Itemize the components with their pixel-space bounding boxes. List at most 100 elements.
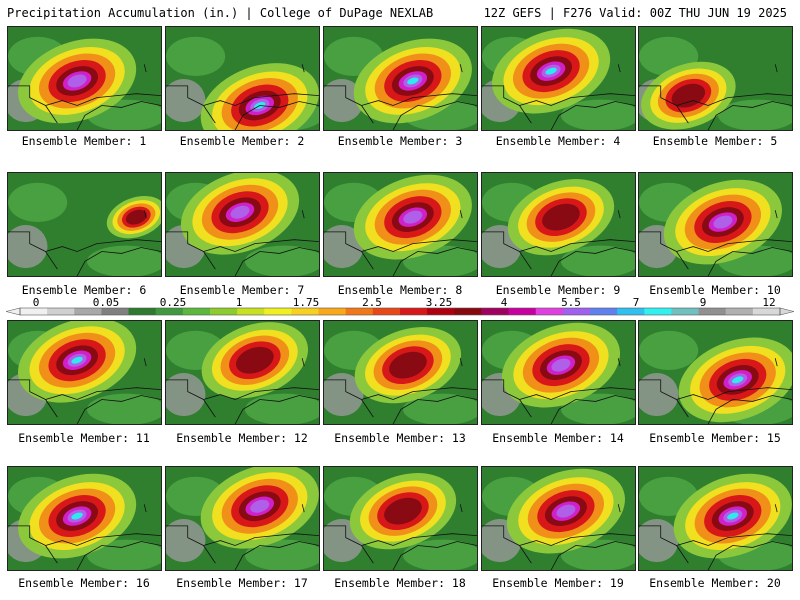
ensemble-member-label: Ensemble Member: 18 [334, 576, 466, 590]
colorbar-swatch [535, 308, 564, 315]
ensemble-member-label: Ensemble Member: 4 [495, 134, 621, 148]
precip-map [324, 27, 477, 130]
colorbar-swatch [182, 308, 211, 315]
ensemble-map-panel [7, 320, 162, 425]
precip-map [324, 467, 477, 570]
ensemble-map-panel [323, 172, 478, 277]
precip-map [324, 321, 477, 424]
ensemble-map-panel [7, 26, 162, 131]
ensemble-map-panel [481, 466, 636, 571]
colorbar-swatch [698, 308, 727, 315]
precip-map [8, 27, 161, 130]
colorbar-tick-label: 0.25 [160, 297, 187, 309]
colorbar-swatch [725, 308, 754, 315]
colorbar-tick-label: 9 [700, 297, 707, 309]
ensemble-member-label: Ensemble Member: 7 [179, 283, 305, 297]
colorbar-swatch [481, 308, 510, 315]
ensemble-map-panel [638, 172, 793, 277]
precip-map [482, 467, 635, 570]
colorbar-swatch [562, 308, 591, 315]
ensemble-map-panel [323, 466, 478, 571]
ensemble-member-label: Ensemble Member: 6 [21, 283, 147, 297]
ensemble-map-panel [638, 26, 793, 131]
ensemble-member-label: Ensemble Member: 15 [649, 431, 781, 445]
ensemble-map-panel [323, 320, 478, 425]
colorbar-tick-label: 5.5 [561, 297, 581, 309]
colorbar-swatch [237, 308, 265, 315]
ensemble-member-label: Ensemble Member: 8 [337, 283, 463, 297]
colorbar-tick-label: 0.05 [93, 297, 120, 309]
ensemble-map-panel [165, 466, 320, 571]
ensemble-member-label: Ensemble Member: 2 [179, 134, 305, 148]
precip-map [639, 27, 792, 130]
colorbar-swatch [264, 308, 292, 315]
colorbar-swatch [372, 308, 401, 315]
colorbar-swatch [155, 308, 184, 315]
precip-map [639, 467, 792, 570]
colorbar-swatch [644, 308, 672, 315]
precip-map [8, 173, 161, 276]
colorbar-svg: 0 0.05 0.25 1 1.75 2.5 3.25 4 5.5 7 9 12 [6, 297, 794, 316]
colorbar-swatch [752, 308, 781, 315]
ensemble-member-label: Ensemble Member: 10 [649, 283, 781, 297]
colorbar-tick-label: 0 [33, 297, 40, 309]
ensemble-map-panel [7, 172, 162, 277]
precip-map [8, 467, 161, 570]
precip-map [482, 27, 635, 130]
ensemble-map-panel [165, 26, 320, 131]
precip-map [166, 173, 319, 276]
colorbar-tick-label: 1.75 [293, 297, 320, 309]
ensemble-member-label: Ensemble Member: 12 [176, 431, 308, 445]
colorbar-swatch [101, 308, 130, 315]
ensemble-member-label: Ensemble Member: 9 [495, 283, 621, 297]
ensemble-member-label: Ensemble Member: 13 [334, 431, 466, 445]
ensemble-map-panel [481, 172, 636, 277]
precip-map [8, 321, 161, 424]
precip-map [324, 173, 477, 276]
ensemble-map-panel [638, 466, 793, 571]
colorbar-right-arrow [779, 307, 794, 316]
ensemble-map-panel [7, 466, 162, 571]
precip-map [166, 467, 319, 570]
colorbar-left-arrow [6, 307, 21, 316]
colorbar-swatch [671, 308, 700, 315]
colorbar-tick-label: 3.25 [426, 297, 453, 309]
colorbar-tick-label: 12 [762, 297, 775, 309]
ensemble-member-label: Ensemble Member: 5 [652, 134, 778, 148]
ensemble-member-label: Ensemble Member: 20 [649, 576, 781, 590]
colorbar-swatch [210, 308, 238, 315]
ensemble-map-panel [481, 320, 636, 425]
colorbar-tick-label: 2.5 [362, 297, 382, 309]
ensemble-map-panel [323, 26, 478, 131]
colorbar-swatch [74, 308, 102, 315]
ensemble-member-label: Ensemble Member: 16 [18, 576, 150, 590]
colorbar-swatch [454, 308, 482, 315]
colorbar-swatch [128, 308, 157, 315]
chart-title: Precipitation Accumulation (in.) | Colle… [7, 6, 434, 20]
colorbar-swatch [47, 308, 75, 315]
ensemble-map-panel [481, 26, 636, 131]
colorbar-swatch [20, 308, 48, 315]
precip-map [482, 321, 635, 424]
ensemble-map-panel [638, 320, 793, 425]
ensemble-member-label: Ensemble Member: 1 [21, 134, 147, 148]
colorbar-swatch [318, 308, 347, 315]
ensemble-member-label: Ensemble Member: 17 [176, 576, 308, 590]
colorbar-swatch [617, 308, 645, 315]
ensemble-member-label: Ensemble Member: 19 [492, 576, 624, 590]
precipitation-colorbar: 0 0.05 0.25 1 1.75 2.5 3.25 4 5.5 7 9 12 [6, 297, 794, 319]
precip-map [166, 321, 319, 424]
precip-map [166, 27, 319, 130]
colorbar-swatch [427, 308, 455, 315]
precip-map [482, 173, 635, 276]
colorbar-swatch [345, 308, 374, 315]
colorbar-tick-label: 1 [236, 297, 243, 309]
colorbar-swatch [590, 308, 618, 315]
colorbar-tick-label: 7 [633, 297, 640, 309]
precip-map [639, 321, 792, 424]
ensemble-map-panel [165, 320, 320, 425]
colorbar-swatch [291, 308, 320, 315]
colorbar-swatch [508, 308, 537, 315]
ensemble-member-label: Ensemble Member: 3 [337, 134, 463, 148]
colorbar-tick-label: 4 [501, 297, 508, 309]
